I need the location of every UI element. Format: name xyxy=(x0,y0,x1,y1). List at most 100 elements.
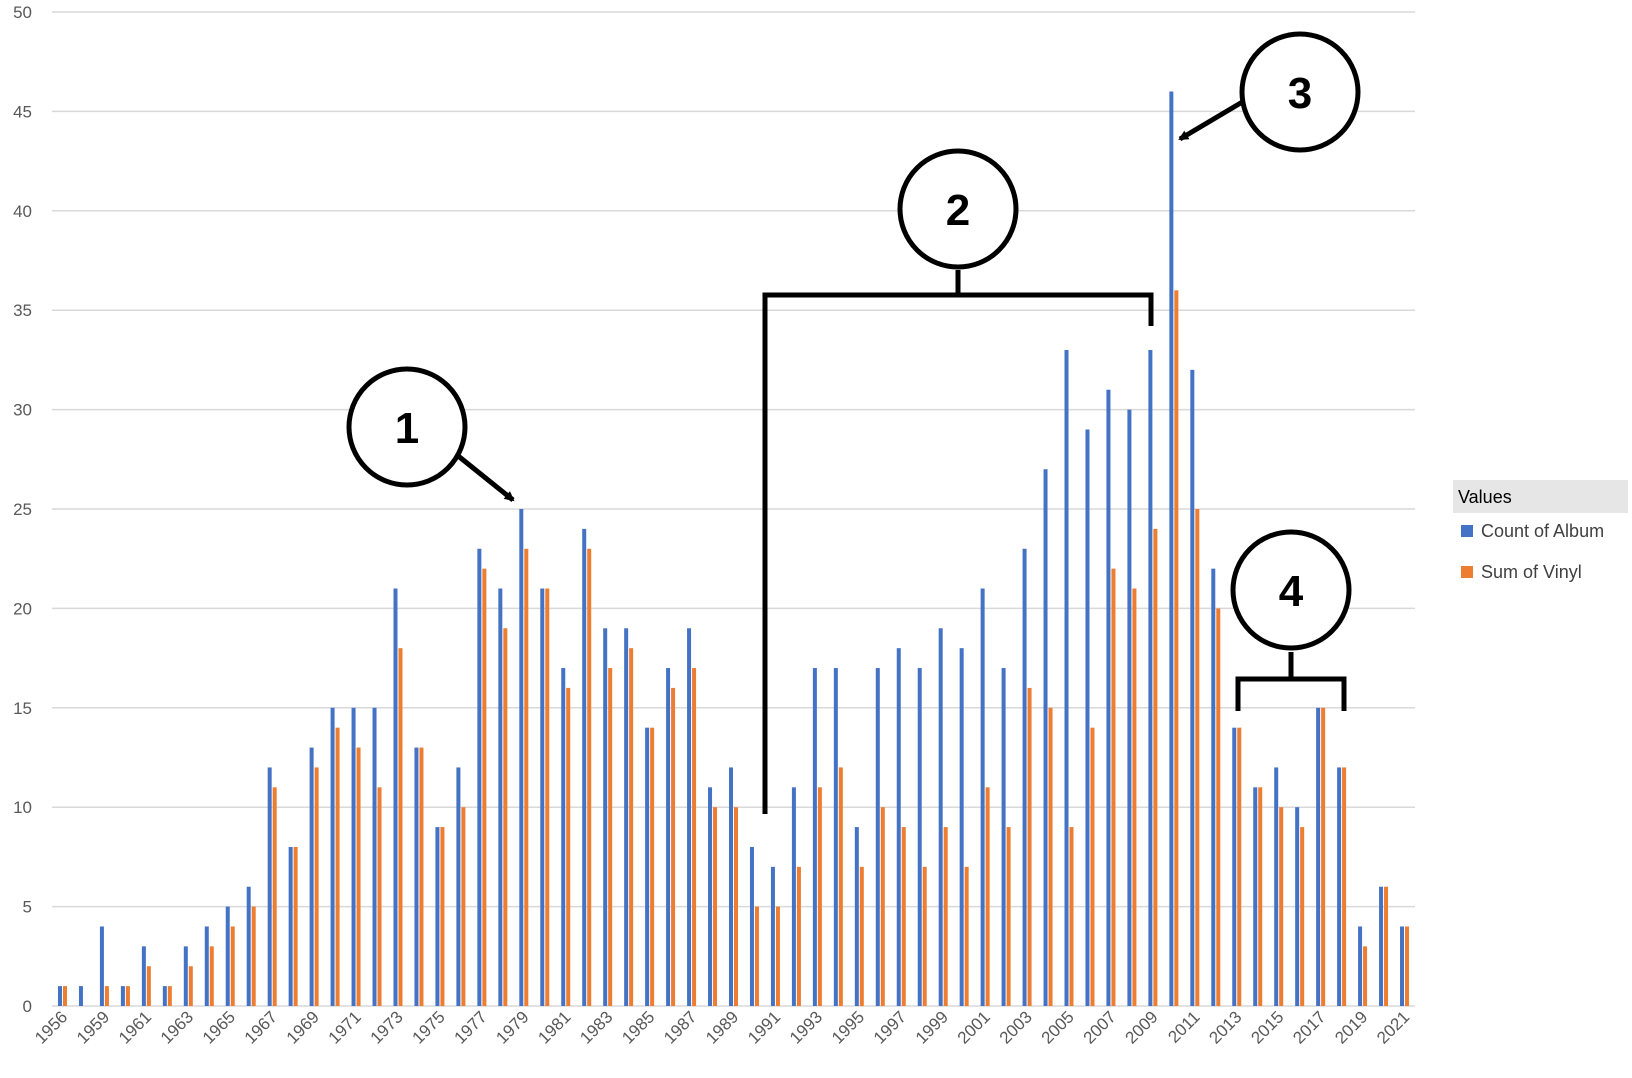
bar-sum-of-vinyl xyxy=(587,548,592,1006)
bar-count-of-album xyxy=(812,668,817,1006)
bar-sum-of-vinyl xyxy=(167,986,172,1006)
bar-count-of-album xyxy=(288,846,293,1006)
bar-count-of-album xyxy=(1211,568,1216,1006)
x-axis-tick-labels: 1956 1959 1961 1963 1965 1967 1969 1971 1973 1975… xyxy=(31,1007,1413,1047)
bar-sum-of-vinyl xyxy=(1405,926,1410,1006)
x-tick-label: 2015 xyxy=(1247,1007,1287,1047)
bar-sum-of-vinyl xyxy=(671,687,676,1006)
bar-count-of-album xyxy=(1274,767,1279,1006)
x-tick-label: 1959 xyxy=(73,1007,113,1047)
bar-count-of-album xyxy=(1064,349,1069,1007)
bar-count-of-album xyxy=(498,588,503,1006)
bar-count-of-album xyxy=(603,628,608,1006)
bar-sum-of-vinyl xyxy=(209,946,214,1006)
bar-count-of-album xyxy=(749,846,754,1006)
bar-count-of-album xyxy=(246,886,251,1006)
bar-sum-of-vinyl xyxy=(650,727,655,1006)
bar-count-of-album xyxy=(1253,787,1258,1006)
bar-sum-of-vinyl xyxy=(1279,807,1284,1006)
bar-count-of-album xyxy=(1148,349,1153,1007)
bar-sum-of-vinyl xyxy=(1258,787,1263,1006)
y-tick-label: 30 xyxy=(13,401,32,420)
bar-sum-of-vinyl xyxy=(545,588,550,1006)
x-tick-label: 1969 xyxy=(283,1007,323,1047)
y-tick-label: 5 xyxy=(23,898,32,917)
bar-count-of-album xyxy=(645,727,650,1006)
bar-count-of-album xyxy=(1169,91,1174,1006)
bar-count-of-album xyxy=(1043,469,1048,1006)
bar-count-of-album xyxy=(666,668,671,1006)
bar-count-of-album xyxy=(1400,926,1405,1006)
bar-count-of-album xyxy=(687,628,692,1006)
y-tick-label: 35 xyxy=(13,301,32,320)
bar-count-of-album xyxy=(477,548,482,1006)
x-tick-label: 2013 xyxy=(1205,1007,1245,1047)
bar-sum-of-vinyl xyxy=(314,767,319,1006)
bar-count-of-album xyxy=(833,668,838,1006)
bar-sum-of-vinyl xyxy=(188,966,193,1006)
bars xyxy=(57,91,1410,1007)
callout-4-circle xyxy=(1230,529,1352,651)
x-tick-label: 1999 xyxy=(912,1007,952,1047)
bar-sum-of-vinyl xyxy=(251,906,256,1006)
bar-count-of-album xyxy=(917,668,922,1006)
y-tick-label: 20 xyxy=(13,599,32,618)
callout-3-circle xyxy=(1239,31,1361,153)
bar-count-of-album xyxy=(1085,429,1090,1007)
bar-sum-of-vinyl xyxy=(943,827,948,1006)
legend-label: Count of Album xyxy=(1481,521,1604,541)
bar-sum-of-vinyl xyxy=(62,986,67,1006)
bar-sum-of-vinyl xyxy=(692,668,697,1006)
x-tick-label: 1993 xyxy=(786,1007,826,1047)
bar-sum-of-vinyl xyxy=(734,807,738,1006)
bar-sum-of-vinyl xyxy=(713,807,718,1006)
bar-count-of-album xyxy=(183,946,188,1006)
x-tick-label: 1985 xyxy=(618,1007,658,1047)
x-tick-label: 1995 xyxy=(828,1007,868,1047)
bar-sum-of-vinyl xyxy=(775,906,780,1006)
y-tick-label: 15 xyxy=(13,699,32,718)
bar-sum-of-vinyl xyxy=(440,827,445,1006)
bar-count-of-album xyxy=(351,707,356,1006)
bar-count-of-album xyxy=(1127,409,1132,1007)
bar-sum-of-vinyl xyxy=(1216,608,1221,1006)
x-tick-label: 1963 xyxy=(157,1007,197,1047)
bar-sum-of-vinyl xyxy=(461,807,466,1006)
bar-count-of-album xyxy=(875,668,880,1006)
bar-count-of-album xyxy=(1232,727,1237,1006)
bar-count-of-album xyxy=(582,528,587,1006)
bar-count-of-album xyxy=(624,628,629,1006)
callout-2-number: 2 xyxy=(946,186,970,235)
x-tick-label: 2021 xyxy=(1373,1007,1413,1047)
bar-count-of-album xyxy=(1379,886,1384,1006)
bar-count-of-album xyxy=(57,986,62,1006)
bar-count-of-album xyxy=(162,986,167,1006)
bar-count-of-album xyxy=(708,787,713,1006)
bar-count-of-album xyxy=(959,648,964,1006)
x-tick-label: 2009 xyxy=(1122,1007,1162,1047)
bar-count-of-album xyxy=(519,509,524,1006)
callout-1-number: 1 xyxy=(395,404,419,453)
x-tick-label: 1989 xyxy=(702,1007,742,1047)
x-tick-label: 1967 xyxy=(241,1007,281,1047)
bar-sum-of-vinyl xyxy=(1237,727,1242,1006)
bar-sum-of-vinyl xyxy=(335,727,340,1006)
bar-count-of-album xyxy=(1022,548,1027,1006)
x-tick-label: 1981 xyxy=(534,1007,574,1047)
x-tick-label: 1977 xyxy=(451,1007,491,1047)
bar-sum-of-vinyl xyxy=(964,866,969,1006)
bar-sum-of-vinyl xyxy=(503,628,508,1006)
bar-sum-of-vinyl xyxy=(356,747,361,1006)
bar-count-of-album xyxy=(1106,389,1111,1007)
bar-sum-of-vinyl xyxy=(1363,946,1368,1006)
bar-count-of-album xyxy=(309,747,314,1006)
y-tick-label: 0 xyxy=(23,997,32,1016)
x-tick-label: 2005 xyxy=(1038,1007,1078,1047)
bar-count-of-album xyxy=(561,668,566,1006)
bar-count-of-album xyxy=(540,588,545,1006)
bar-sum-of-vinyl xyxy=(1195,509,1200,1006)
x-tick-label: 1973 xyxy=(367,1007,407,1047)
bar-sum-of-vinyl xyxy=(838,767,843,1006)
